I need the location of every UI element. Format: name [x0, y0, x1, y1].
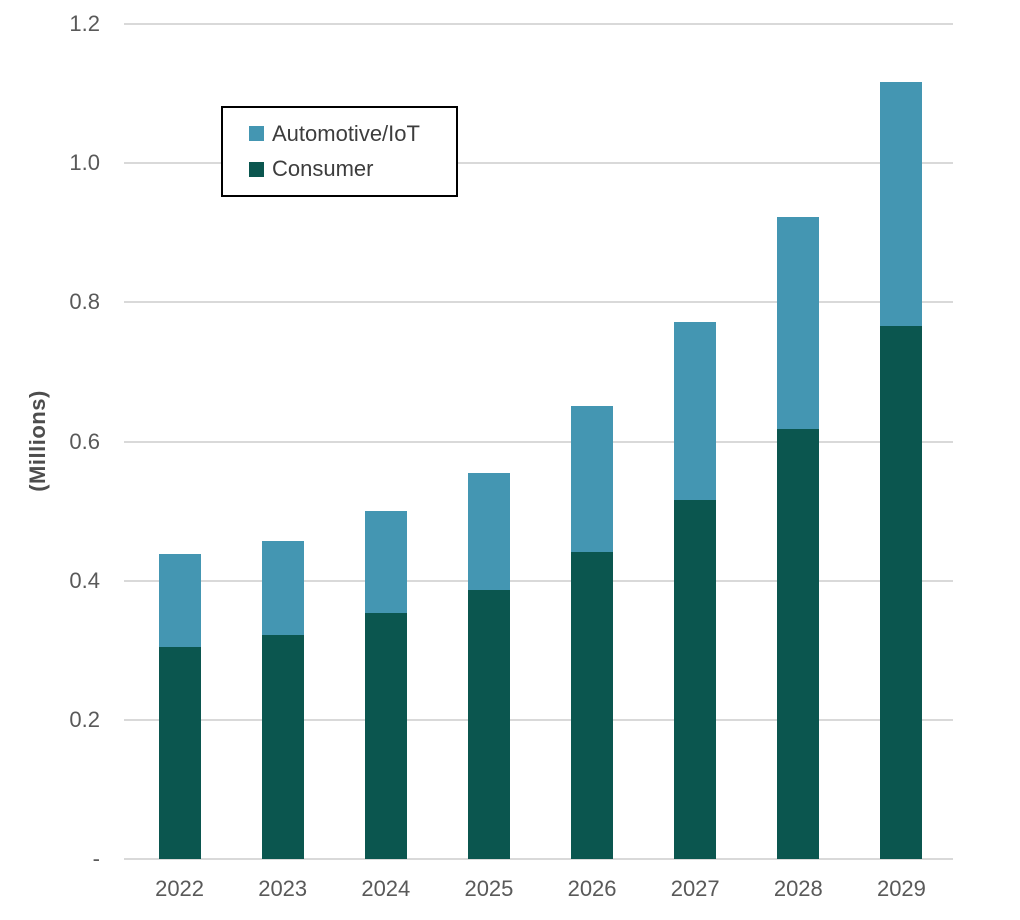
bar-2025-consumer: [467, 589, 510, 859]
bar-2022-consumer: [158, 646, 201, 859]
y-tick-label-1.0: 1.0: [69, 150, 100, 176]
y-tick-label-0.6: 0.6: [69, 428, 100, 454]
legend-item-consumer: Consumer: [249, 156, 456, 182]
bar-2028-consumer: [777, 428, 820, 859]
y-tick-label-1.2: 1.2: [69, 11, 100, 36]
gridline-0.4: [124, 579, 953, 582]
bar-2027-automotive-iot: [674, 321, 717, 500]
bar-2024-consumer: [364, 613, 407, 859]
legend-item-automotive-iot: Automotive/IoT: [249, 121, 456, 147]
legend: Automotive/IoT Consumer: [221, 106, 458, 197]
gridline-0.2: [124, 718, 953, 721]
x-tick-label-2027: 2027: [670, 876, 720, 901]
bar-2024-automotive-iot: [364, 511, 407, 614]
x-tick-label-2026: 2026: [567, 876, 617, 901]
y-axis-title: (Millions): [25, 390, 50, 492]
x-tick-label-2022: 2022: [155, 876, 205, 901]
bar-2029-automotive-iot: [880, 82, 923, 326]
gridline-0.6: [124, 440, 953, 443]
x-tick-label-2025: 2025: [464, 876, 514, 901]
y-tick-label--: -: [92, 846, 100, 871]
x-tick-label-2028: 2028: [773, 876, 823, 901]
bar-2027-consumer: [674, 499, 717, 859]
y-tick-label-0.2: 0.2: [69, 706, 100, 732]
bar-2026-consumer: [571, 552, 614, 859]
bar-2028-automotive-iot: [777, 216, 820, 429]
legend-swatch-consumer-icon: [249, 161, 264, 177]
bar-2026-automotive-iot: [571, 406, 614, 553]
legend-swatch-automotive-iot-icon: [249, 126, 264, 142]
bar-2023-automotive-iot: [261, 541, 304, 635]
legend-label-automotive-iot: Automotive/IoT: [272, 120, 420, 146]
gridline-0.8: [124, 301, 953, 304]
x-tick-label-2029: 2029: [876, 876, 926, 901]
y-tick-label-0.4: 0.4: [69, 567, 100, 593]
legend-label-consumer: Consumer: [272, 156, 374, 182]
bar-2023-consumer: [261, 634, 304, 859]
bar-2029-consumer: [880, 325, 923, 859]
x-tick-label-2023: 2023: [258, 876, 308, 901]
bar-2025-automotive-iot: [467, 472, 510, 590]
gridline--: [124, 858, 953, 860]
x-tick-label-2024: 2024: [361, 876, 411, 901]
gridline-1.0: [124, 162, 953, 165]
gridline-1.2: [124, 23, 953, 25]
bar-2022-automotive-iot: [158, 554, 201, 647]
y-tick-label-0.8: 0.8: [69, 289, 100, 315]
